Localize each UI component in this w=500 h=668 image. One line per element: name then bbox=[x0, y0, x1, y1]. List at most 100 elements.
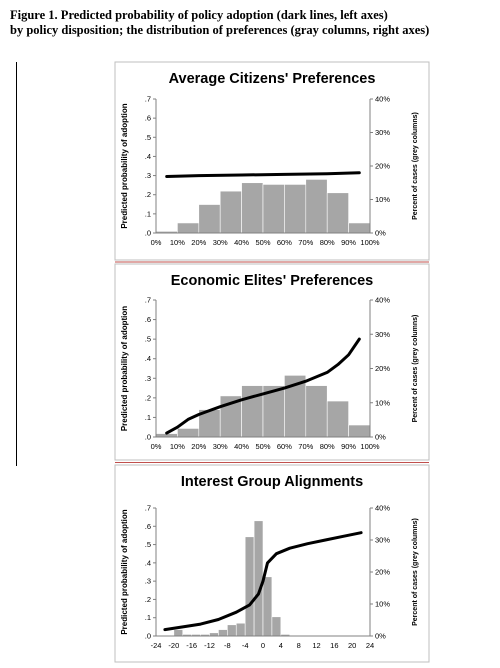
x-tick-label: 8 bbox=[297, 641, 301, 650]
x-tick-label: 0 bbox=[261, 641, 265, 650]
histogram-bar bbox=[244, 536, 255, 637]
x-tick-label: 24 bbox=[366, 641, 374, 650]
y-tick-label: .3 bbox=[145, 577, 151, 586]
histogram-bar bbox=[348, 222, 371, 234]
left-margin-rule bbox=[16, 62, 17, 466]
x-tick-label: 80% bbox=[320, 238, 335, 247]
x-tick-label: -20 bbox=[168, 641, 179, 650]
x-tick-label: -4 bbox=[242, 641, 249, 650]
x-tick-label: 100% bbox=[360, 238, 380, 247]
y-tick-label: .0 bbox=[145, 229, 151, 238]
y-tick-label: .2 bbox=[145, 595, 151, 604]
y2-tick-label: 30% bbox=[375, 330, 390, 339]
x-tick-label: 20% bbox=[191, 442, 206, 451]
caption-line-1: Figure 1. Predicted probability of polic… bbox=[10, 8, 388, 22]
chart-title: Average Citizens' Preferences bbox=[169, 71, 376, 87]
y2-axis-title: Percent of cases (grey columns) bbox=[412, 518, 419, 626]
y-tick-label: .7 bbox=[145, 95, 151, 104]
x-tick-label: 70% bbox=[298, 442, 313, 451]
x-tick-label: 30% bbox=[213, 442, 228, 451]
y-tick-label: .2 bbox=[145, 190, 151, 199]
x-tick-label: -8 bbox=[224, 641, 231, 650]
y2-tick-label: 40% bbox=[375, 296, 390, 305]
x-tick-label: 10% bbox=[170, 238, 185, 247]
y-tick-label: .4 bbox=[145, 152, 151, 161]
y2-tick-label: 0% bbox=[375, 229, 386, 238]
histogram-bar bbox=[326, 192, 349, 234]
histogram-bar bbox=[241, 182, 264, 234]
x-tick-label: 16 bbox=[330, 641, 338, 650]
chart-title: Interest Group Alignments bbox=[181, 474, 363, 490]
x-tick-label: 20% bbox=[191, 238, 206, 247]
chart-panel-2: Economic Elites' Preferences .0 .1 .2 .3 .4 .5… bbox=[114, 263, 430, 461]
y2-tick-label: 20% bbox=[375, 364, 390, 373]
y-tick-label: .0 bbox=[145, 632, 151, 641]
y-tick-label: .4 bbox=[145, 354, 151, 363]
y2-tick-label: 0% bbox=[375, 632, 386, 641]
histogram-bar bbox=[218, 629, 228, 637]
histogram-bar bbox=[348, 424, 371, 438]
y2-tick-label: 30% bbox=[375, 128, 390, 137]
x-tick-label: 90% bbox=[341, 442, 356, 451]
x-tick-label: 12 bbox=[312, 641, 320, 650]
histogram-bar bbox=[177, 428, 200, 438]
y-tick-label: .1 bbox=[145, 413, 151, 422]
histogram-bar bbox=[198, 204, 221, 234]
histogram-bar bbox=[326, 400, 349, 438]
x-tick-label: -12 bbox=[204, 641, 215, 650]
histogram-bar bbox=[235, 622, 246, 637]
y2-tick-label: 30% bbox=[375, 536, 390, 545]
y-tick-label: .3 bbox=[145, 171, 151, 180]
x-tick-label: 40% bbox=[234, 442, 249, 451]
x-tick-label: 0% bbox=[151, 442, 162, 451]
x-tick-label: 100% bbox=[360, 442, 380, 451]
y-tick-label: .5 bbox=[145, 335, 151, 344]
x-tick-label: 90% bbox=[341, 238, 356, 247]
y-axis-title: Predicted probability of adoption bbox=[120, 509, 129, 634]
histogram-bar bbox=[305, 385, 328, 438]
y2-tick-label: 20% bbox=[375, 162, 390, 171]
y-tick-label: .6 bbox=[145, 522, 151, 531]
x-tick-label: 40% bbox=[234, 238, 249, 247]
histogram-bar bbox=[219, 190, 242, 234]
histogram-bar bbox=[227, 624, 237, 637]
x-tick-label: 60% bbox=[277, 442, 292, 451]
histogram-bar bbox=[284, 184, 307, 234]
y2-tick-label: 40% bbox=[375, 504, 390, 513]
y2-tick-label: 0% bbox=[375, 433, 386, 442]
x-tick-label: 80% bbox=[320, 442, 335, 451]
figure-caption: Figure 1. Predicted probability of polic… bbox=[10, 8, 490, 38]
y2-axis-title: Percent of cases (grey columns) bbox=[412, 315, 419, 423]
y-tick-label: .1 bbox=[145, 209, 151, 218]
x-tick-label: -24 bbox=[151, 641, 162, 650]
y-tick-label: .7 bbox=[145, 296, 151, 305]
y2-tick-label: 10% bbox=[375, 398, 390, 407]
predicted-probability-line bbox=[165, 171, 361, 178]
y-tick-label: .0 bbox=[145, 433, 151, 442]
y-tick-label: .6 bbox=[145, 315, 151, 324]
y-tick-label: .5 bbox=[145, 540, 151, 549]
x-tick-label: 30% bbox=[213, 238, 228, 247]
y-tick-label: .2 bbox=[145, 393, 151, 402]
histogram-bar bbox=[305, 179, 328, 234]
y-tick-label: .1 bbox=[145, 613, 151, 622]
y-tick-label: .5 bbox=[145, 133, 151, 142]
y-tick-label: .3 bbox=[145, 374, 151, 383]
chart-panel-3: Interest Group Alignments .0 .1 .2 .3 .4 .5 .6.… bbox=[114, 464, 430, 663]
histogram-bar bbox=[271, 616, 282, 637]
x-tick-label: 4 bbox=[279, 641, 283, 650]
histogram-bar bbox=[253, 520, 264, 637]
y-tick-label: .7 bbox=[145, 504, 151, 513]
y2-axis-title: Percent of cases (grey columns) bbox=[412, 112, 419, 220]
histogram-bar bbox=[262, 576, 273, 637]
y-tick-label: .4 bbox=[145, 558, 151, 567]
y-axis-title: Predicted probability of adoption bbox=[120, 103, 129, 228]
predicted-probability-line bbox=[165, 337, 361, 435]
x-tick-label: 20 bbox=[348, 641, 356, 650]
caption-line-2: by policy disposition; the distribution … bbox=[10, 23, 430, 37]
histogram-bar bbox=[173, 629, 184, 637]
histogram-bar bbox=[177, 222, 200, 234]
y-axis-title: Predicted probability of adoption bbox=[120, 306, 129, 431]
y2-tick-label: 40% bbox=[375, 95, 390, 104]
